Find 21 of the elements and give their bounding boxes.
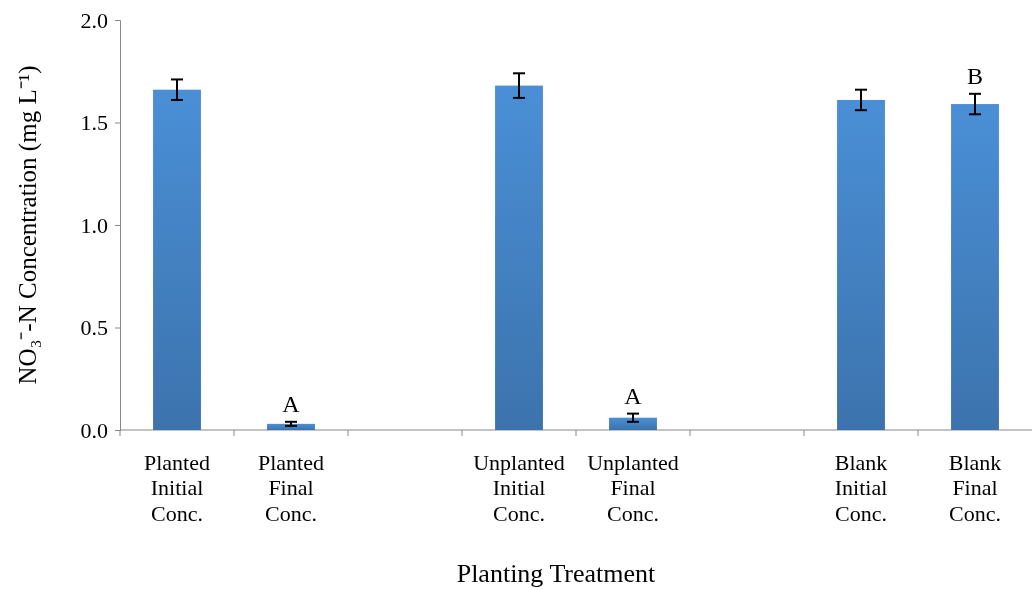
y-axis-title: NO₃⁻-N Concentration (mg L⁻¹): [14, 65, 42, 385]
bar: [153, 89, 201, 430]
annotation: B: [966, 62, 984, 89]
x-tick-label: Unplanted Initial Conc.: [473, 450, 565, 526]
x-axis-title: Planting Treatment: [456, 559, 657, 588]
y-tick-label: 1.0: [80, 212, 108, 238]
x-tick-label: Blank Initial Conc.: [834, 450, 888, 526]
annotation: A: [624, 382, 643, 409]
y-tick-label: 0.5: [80, 315, 108, 341]
x-tick-label: Blank Final Conc.: [948, 450, 1002, 526]
y-tick-label: 2.0: [80, 7, 108, 33]
bar: [951, 104, 999, 430]
y-tick-label: 1.5: [80, 110, 108, 136]
y-tick-label: 0.0: [80, 417, 108, 443]
bar: [495, 85, 543, 430]
annotation: A: [282, 390, 301, 417]
x-tick-label: Planted Final Conc.: [258, 450, 324, 526]
x-tick-label: Unplanted Final Conc.: [587, 450, 679, 526]
bar: [837, 99, 885, 430]
bar: [609, 417, 657, 430]
x-tick-label: Planted Initial Conc.: [144, 450, 210, 526]
